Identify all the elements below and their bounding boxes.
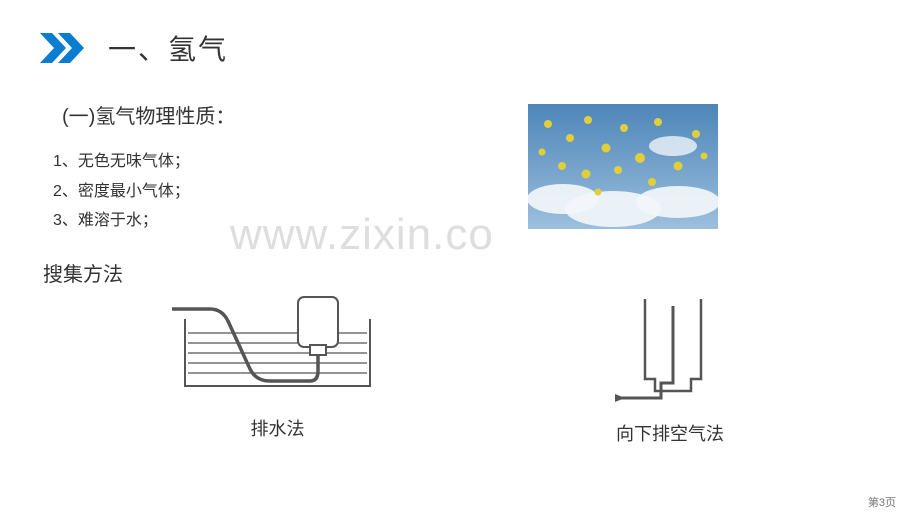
- list-item: 2、密度最小气体；: [53, 177, 920, 207]
- downward-air-svg: [605, 291, 735, 406]
- slide-title: 一、氢气: [108, 28, 228, 68]
- diagram-downward-air: 向下排空气法: [605, 291, 735, 446]
- list-item: 3、难溶于水；: [53, 206, 920, 236]
- diagram-caption: 向下排空气法: [616, 420, 724, 446]
- slide-header: 一、氢气: [0, 0, 920, 68]
- diagram-water-displacement: 排水法: [170, 291, 385, 446]
- diagram-row: 排水法 向下排空气法: [170, 291, 920, 446]
- page-number: 第3页: [868, 494, 896, 510]
- collection-label: 搜集方法: [43, 258, 920, 287]
- diagram-caption: 排水法: [251, 415, 305, 441]
- list-item: 1、无色无味气体；: [53, 147, 920, 177]
- water-displacement-svg: [170, 291, 385, 401]
- chevron-right-icon: [38, 31, 94, 65]
- section-heading: (一)氢气物理性质：: [62, 100, 920, 129]
- bullet-list: 1、无色无味气体； 2、密度最小气体； 3、难溶于水；: [53, 147, 920, 236]
